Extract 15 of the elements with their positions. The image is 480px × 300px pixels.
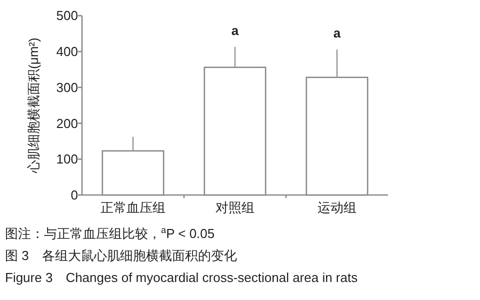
- text: 图 3 各组大鼠心肌细胞横截面积的变化: [5, 248, 237, 263]
- y-tick-label: 200: [56, 116, 78, 131]
- text: Figure 3 Changes of myocardial cross-sectional area in rats: [5, 270, 358, 285]
- annotation: a: [231, 22, 240, 38]
- y-axis-title: 心肌细胞横截面积(μm²): [26, 38, 41, 174]
- text: 图注：与正常血压组比较，$^{a}$P < 0.05: [5, 225, 215, 241]
- y-tick-label: 100: [56, 152, 78, 167]
- y-tick-label: 0: [70, 188, 78, 202]
- x-tick-label: 对照组: [216, 200, 254, 215]
- x-tick-label: 正常血压组: [100, 200, 166, 215]
- annotation: a: [333, 25, 342, 40]
- x-tick-label: 运动组: [318, 200, 356, 215]
- y-tick-label: 400: [56, 44, 78, 60]
- y-tick-label: 300: [56, 80, 78, 95]
- y-tick-label: 500: [56, 8, 78, 24]
